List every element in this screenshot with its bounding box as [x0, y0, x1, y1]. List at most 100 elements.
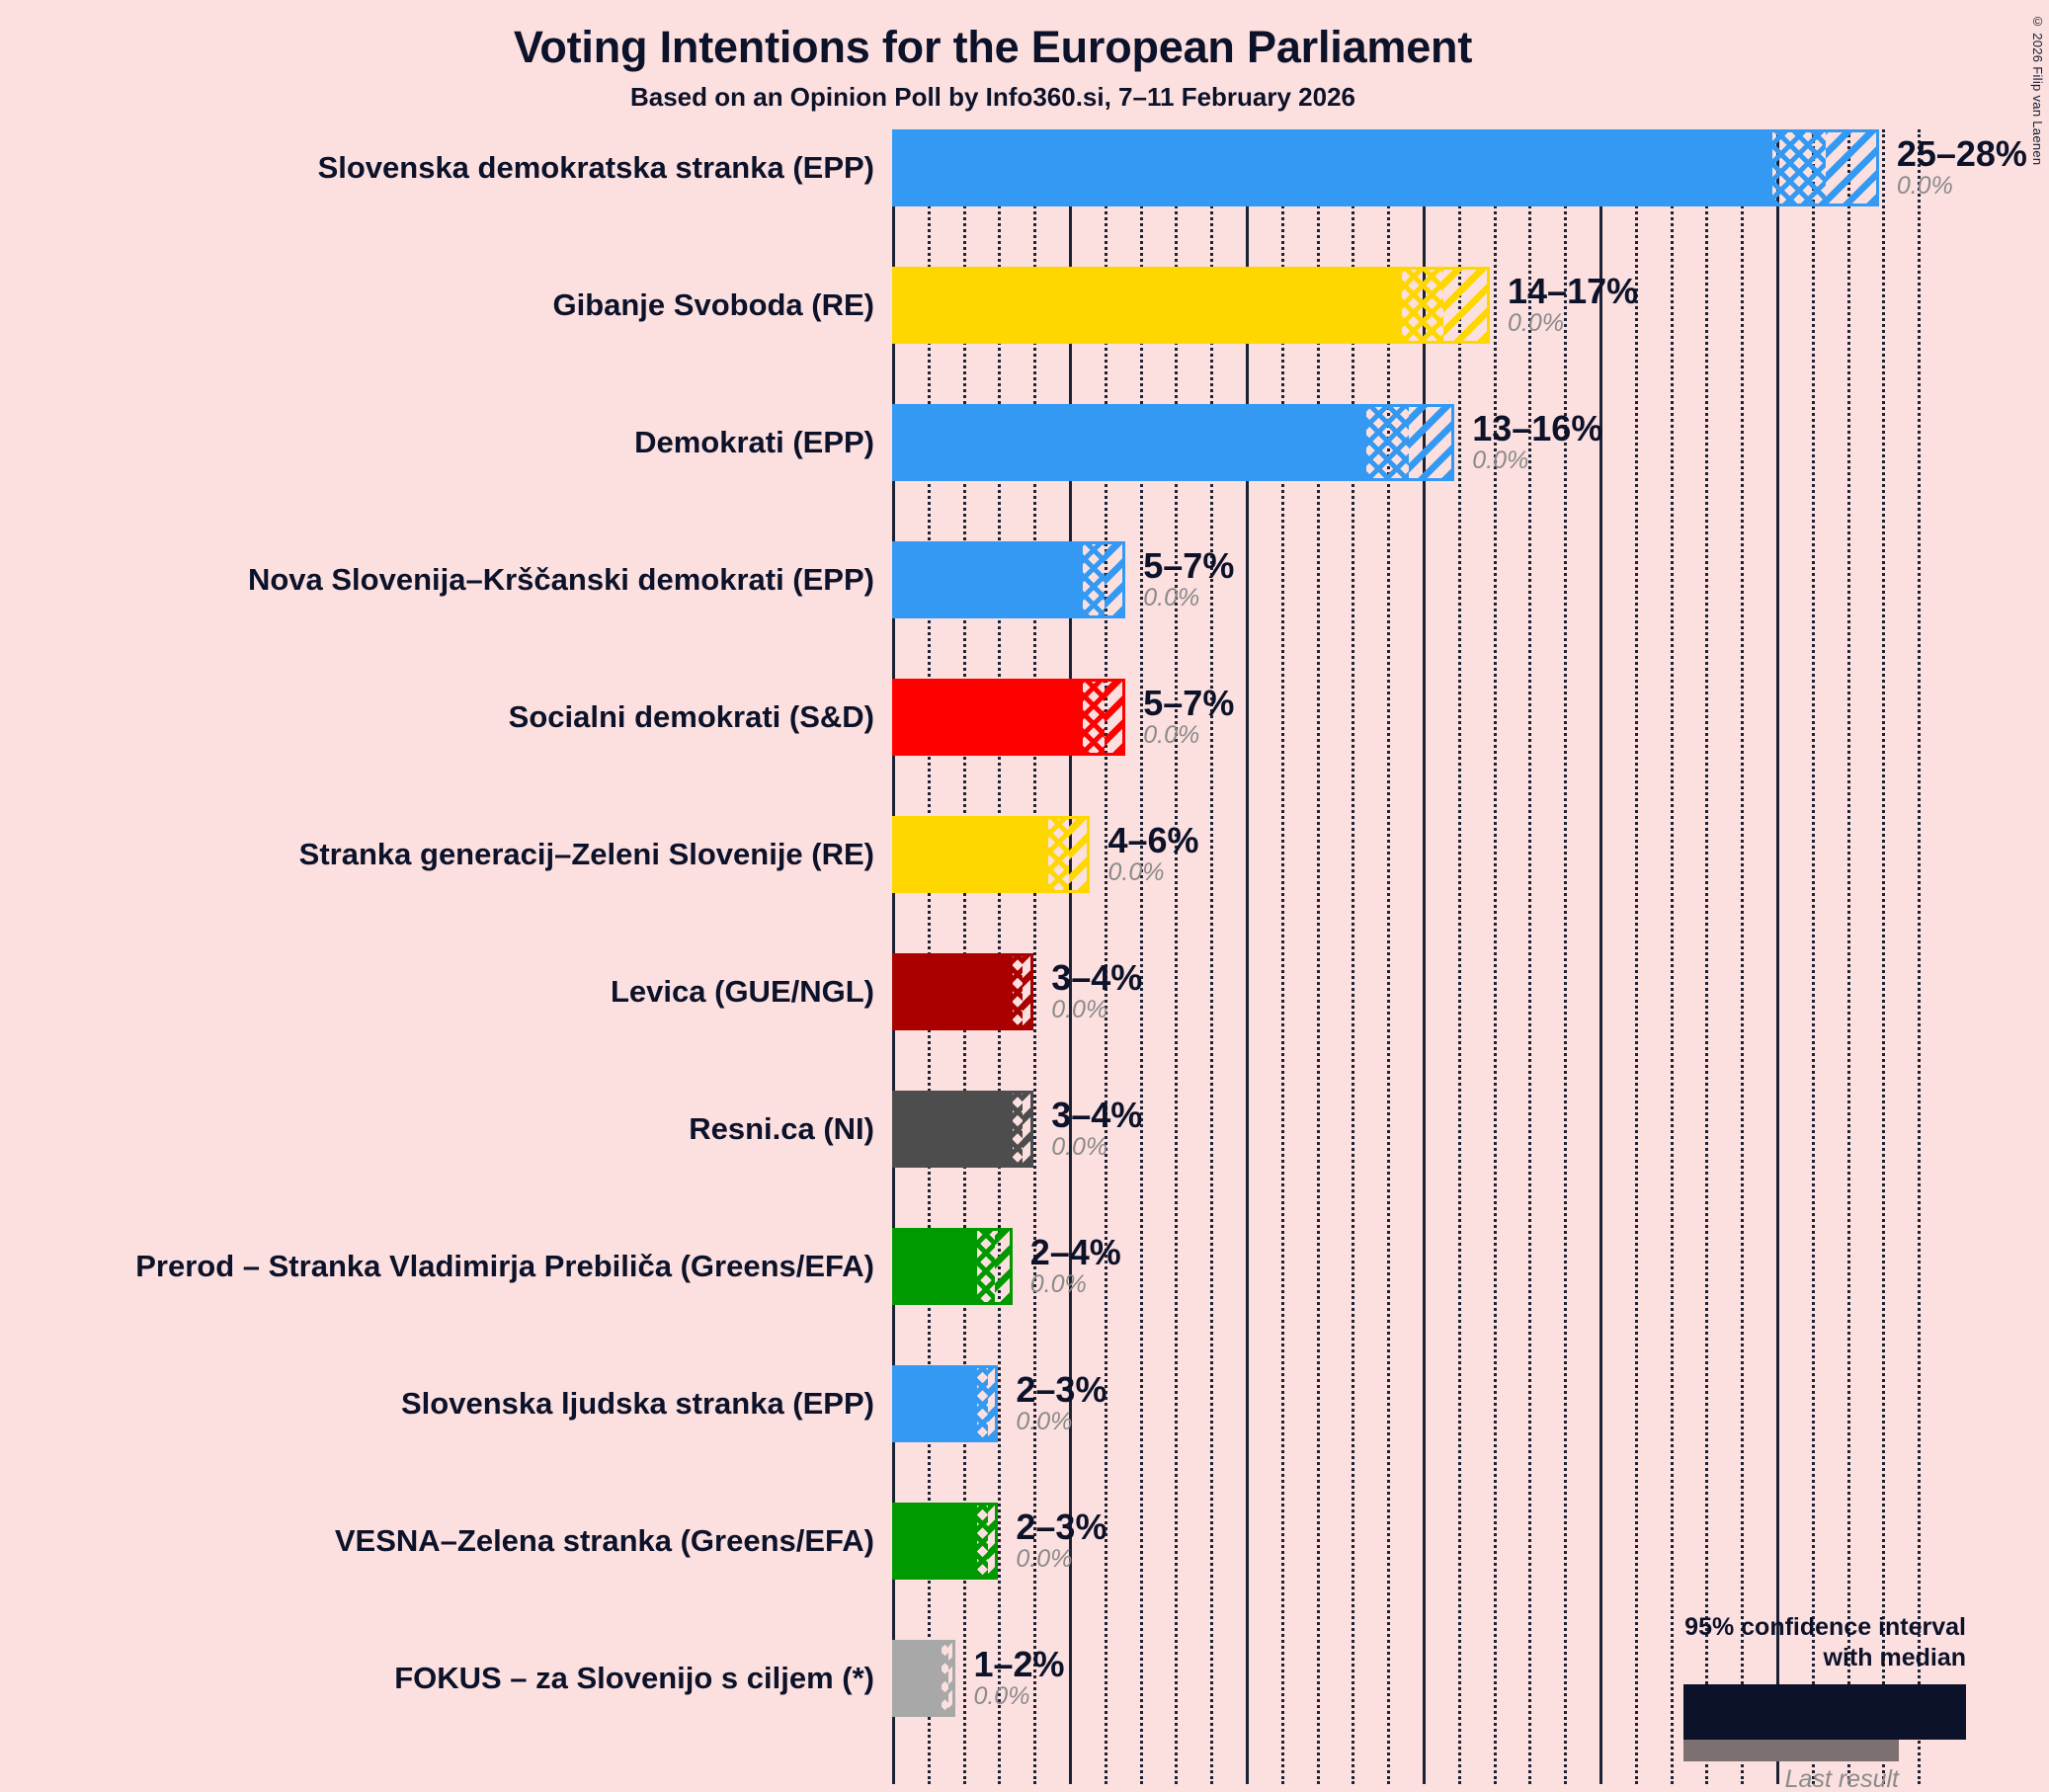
value-labels: 13–16% 0.0% — [1472, 410, 1602, 474]
confidence-interval-bar[interactable] — [892, 267, 1491, 344]
bar-row[interactable]: Stranka generacij–Zeleni Slovenije (RE) 4… — [299, 816, 1947, 893]
confidence-interval-bar[interactable] — [892, 1503, 999, 1580]
gridline-minor — [1846, 129, 1850, 1784]
gridline-minor — [1918, 129, 1922, 1784]
bar-upper-diagonal-segment — [948, 1643, 953, 1714]
party-label: VESNA–Zelena stranka (Greens/EFA) — [334, 1523, 874, 1558]
gridline-minor — [1882, 129, 1886, 1784]
bar-median-crosshatch-segment — [1772, 132, 1827, 204]
gridline-minor — [1104, 129, 1107, 1784]
bar-solid-segment — [895, 682, 1084, 753]
gridline-major — [1069, 129, 1072, 1784]
confidence-interval-label: 2–3% — [1016, 1369, 1107, 1410]
bar-median-crosshatch-segment — [976, 1231, 995, 1302]
gridline-minor — [1493, 129, 1497, 1784]
gridline-major — [1246, 129, 1249, 1784]
party-label: Demokrati (EPP) — [634, 425, 874, 459]
gridline-minor — [1210, 129, 1214, 1784]
bar-solid-segment — [895, 1094, 1013, 1165]
confidence-interval-bar[interactable] — [892, 541, 1126, 618]
bar-median-crosshatch-segment — [1083, 682, 1105, 753]
bar-upper-diagonal-segment — [1104, 544, 1123, 615]
confidence-interval-bar[interactable] — [892, 1640, 956, 1717]
legend-solid-segment — [1686, 1686, 1837, 1737]
bar-median-crosshatch-segment — [1047, 819, 1069, 890]
bar-median-crosshatch-segment — [1012, 956, 1024, 1027]
confidence-interval-bar[interactable] — [892, 679, 1126, 756]
gridline-minor — [1705, 129, 1709, 1784]
confidence-interval-bar[interactable] — [892, 1228, 1013, 1305]
bar-row[interactable]: Levica (GUE/NGL) 3–4% 0.0% — [611, 953, 1947, 1030]
value-labels: 5–7% 0.0% — [1143, 547, 1234, 611]
legend-last-result-bar — [1683, 1739, 1899, 1761]
bar-row[interactable]: Slovenska demokratska stranka (EPP) 25–28… — [318, 129, 2027, 206]
last-result-label: 0.0% — [1016, 1544, 1073, 1573]
bar-row[interactable]: VESNA–Zelena stranka (Greens/EFA) 2–3% 0.0… — [335, 1503, 1947, 1580]
legend-title-line1: 95% confidence interval — [1684, 1613, 1966, 1641]
value-labels: 3–4% 0.0% — [1051, 959, 1142, 1023]
bar-solid-segment — [895, 1643, 943, 1714]
confidence-interval-bar[interactable] — [892, 816, 1091, 893]
last-result-label: 0.0% — [1143, 720, 1200, 749]
bar-row[interactable]: Prerod – Stranka Vladimirja Prebiliča (G… — [135, 1228, 1947, 1305]
gridline-minor — [1139, 129, 1143, 1784]
chart-legend: 95% confidence interval with median Last… — [1510, 1612, 1966, 1792]
bar-solid-segment — [895, 407, 1366, 478]
bar-upper-diagonal-segment — [1104, 682, 1123, 753]
party-label: Nova Slovenija–Krščanski demokrati (EPP) — [247, 562, 874, 597]
bar-median-crosshatch-segment — [1365, 407, 1409, 478]
bar-row[interactable]: Demokrati (EPP) 13–16% 0.0% — [634, 404, 1947, 481]
bar-upper-diagonal-segment — [1023, 956, 1031, 1027]
copyright-notice: © 2026 Filip van Laenen — [2030, 14, 2045, 166]
party-label: Slovenska demokratska stranka (EPP) — [317, 150, 874, 185]
party-label: FOKUS – za Slovenijo s ciljem (*) — [394, 1661, 874, 1695]
confidence-interval-bar[interactable] — [892, 1091, 1034, 1168]
gridline-minor — [1528, 129, 1532, 1784]
party-label: Slovenska ljudska stranka (EPP) — [401, 1386, 874, 1421]
party-label: Levica (GUE/NGL) — [611, 974, 874, 1009]
confidence-interval-bar[interactable] — [892, 953, 1034, 1030]
bar-row[interactable]: Gibanje Svoboda (RE) 14–17% 0.0% — [552, 267, 1947, 344]
confidence-interval-bar[interactable] — [892, 404, 1455, 481]
last-result-label: 0.0% — [1029, 1269, 1087, 1298]
gridline-minor — [1387, 129, 1391, 1784]
gridline-minor — [1811, 129, 1815, 1784]
confidence-interval-label: 4–6% — [1107, 820, 1199, 860]
confidence-interval-bar[interactable] — [892, 1365, 999, 1442]
gridline-major — [1776, 129, 1779, 1784]
bar-row[interactable]: Socialni demokrati (S&D) 5–7% 0.0% — [509, 679, 1947, 756]
bar-solid-segment — [895, 1231, 977, 1302]
value-labels: 25–28% 0.0% — [1897, 135, 2027, 200]
last-result-label: 0.0% — [1472, 446, 1529, 474]
bar-row[interactable]: Resni.ca (NI) 3–4% 0.0% — [689, 1091, 1947, 1168]
bar-upper-diagonal-segment — [987, 1506, 996, 1577]
confidence-interval-label: 1–2% — [973, 1644, 1065, 1684]
bar-row[interactable]: Nova Slovenija–Krščanski demokrati (EPP)… — [248, 541, 1947, 618]
last-result-label: 0.0% — [973, 1681, 1030, 1710]
confidence-interval-label: 2–3% — [1016, 1507, 1107, 1547]
bar-upper-diagonal-segment — [987, 1368, 996, 1439]
bar-median-crosshatch-segment — [976, 1506, 988, 1577]
gridline-minor — [1280, 129, 1284, 1784]
bar-row[interactable]: Slovenska ljudska stranka (EPP) 2–3% 0.0% — [401, 1365, 1947, 1442]
gridline-minor — [1457, 129, 1461, 1784]
gridline-minor — [1634, 129, 1638, 1784]
bar-median-crosshatch-segment — [1401, 270, 1444, 341]
legend-median-crosshatch-segment — [1837, 1686, 1914, 1737]
value-labels: 2–3% 0.0% — [1016, 1371, 1106, 1435]
bar-row[interactable]: FOKUS – za Slovenijo s ciljem (*) 1–2% 0.0… — [394, 1640, 1947, 1717]
gridline-minor — [1352, 129, 1355, 1784]
last-result-label: 0.0% — [1896, 171, 1953, 200]
last-result-label: 0.0% — [1508, 308, 1564, 337]
gridline-minor — [1175, 129, 1179, 1784]
bar-solid-segment — [895, 819, 1048, 890]
bar-solid-segment — [895, 1506, 977, 1577]
party-label: Prerod – Stranka Vladimirja Prebiliča (G… — [135, 1249, 874, 1283]
confidence-interval-bar[interactable] — [892, 129, 1879, 206]
gridline-minor — [1741, 129, 1745, 1784]
last-result-label: 0.0% — [1051, 995, 1108, 1023]
confidence-interval-label: 2–4% — [1029, 1232, 1121, 1272]
confidence-interval-label: 14–17% — [1508, 271, 1639, 311]
confidence-interval-label: 3–4% — [1051, 1095, 1143, 1135]
